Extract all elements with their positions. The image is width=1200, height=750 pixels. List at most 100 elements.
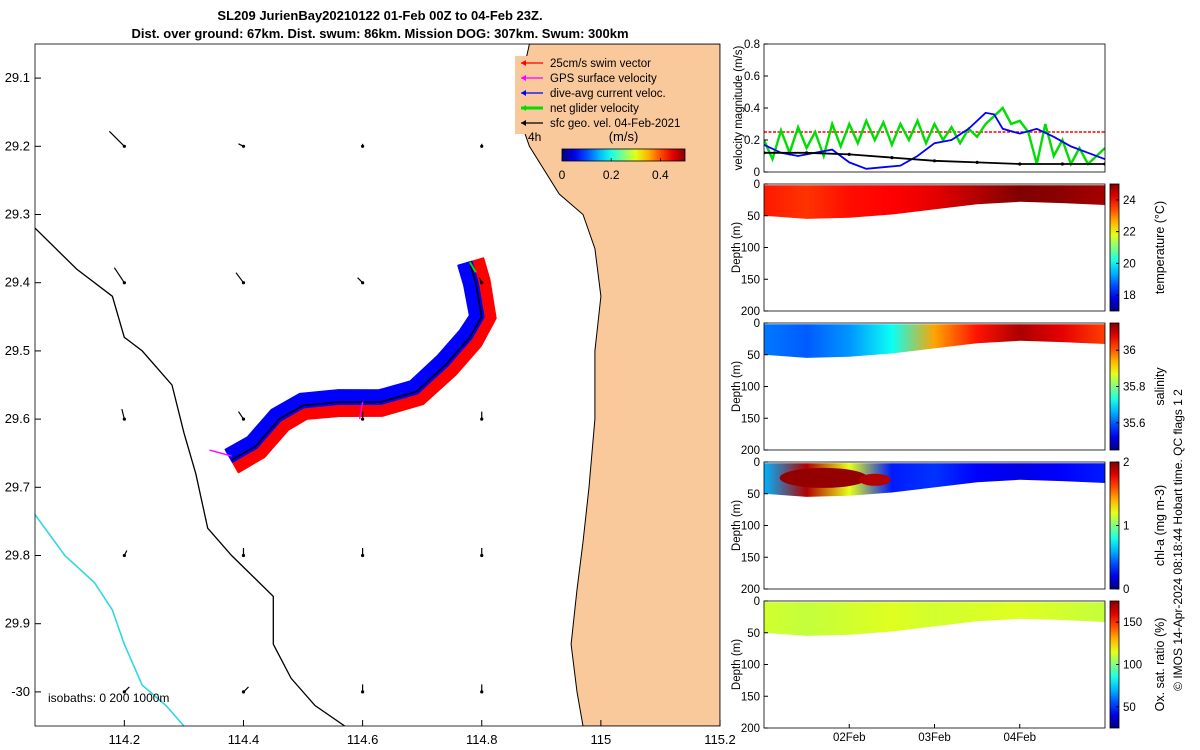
velocity-series-marker: [975, 160, 979, 164]
legend-arrowhead: [521, 120, 526, 126]
isobath-label: isobaths: 0 200 1000m: [48, 691, 169, 705]
map-plot-area: 25cm/s swim vector GPS surface velocity di…: [35, 44, 720, 726]
section-y-tick-label: 50: [747, 489, 760, 501]
isobath-200m-line: [35, 227, 346, 726]
section-y-tick-label: 150: [741, 691, 760, 703]
legend-arrowhead: [521, 75, 526, 81]
surface-velocity-arrowhead: [480, 690, 484, 694]
map-x-tick-label: 115: [591, 732, 612, 747]
legend-arrowhead: [521, 90, 526, 96]
map-legend-box: [515, 56, 718, 134]
legend-label: 25cm/s swim vector: [550, 58, 651, 70]
surface-velocity-arrowhead: [480, 417, 484, 421]
section-colorbar-label: chl-a (mg m-3): [1153, 485, 1167, 566]
section-colorbar-label: Ox. sat. ratio (%): [1153, 618, 1167, 712]
section-y-tick-label: 150: [741, 413, 760, 425]
section-data-fill: [764, 324, 1105, 358]
map-x-tick-label: 114.8: [466, 732, 498, 747]
section-colorbar-tick-label: 36: [1123, 345, 1136, 357]
chl-a-maximum-patch: [858, 473, 891, 486]
section-colorbar-tick-label: 18: [1123, 290, 1136, 302]
legend-arrowhead: [521, 60, 526, 66]
speed-colorbar-tick-label: 0: [559, 168, 566, 182]
land-polygon: [517, 44, 720, 726]
velocity-series-marker: [847, 152, 851, 156]
section-data-fill: [764, 602, 1105, 636]
section-y-tick-label: 200: [741, 306, 760, 318]
map-x-tick-label: 115.2: [704, 732, 736, 747]
legend-label: dive-avg current veloc.: [550, 88, 666, 100]
net-glider-velocity-arrow: [468, 261, 477, 273]
section-colorbar-tick-label: 100: [1123, 660, 1142, 672]
map-y-tick-label: 29.3: [5, 207, 30, 222]
map-x-tick-label: 114.4: [228, 732, 260, 747]
dive-avg-current-swath: [224, 260, 485, 463]
velocity-y-tick-label: 0: [754, 167, 760, 179]
section-y-tick-label: 150: [741, 552, 760, 564]
section-y-tick-label: 150: [741, 274, 760, 286]
map-axes-frame: [34, 43, 721, 727]
surface-velocity-arrowhead: [241, 281, 246, 285]
map-y-tick-label: 29.6: [5, 411, 30, 426]
velocity-series-marker: [805, 151, 809, 155]
surface-velocity-arrow: [113, 267, 125, 284]
map-y-tick-label: 29.1: [5, 70, 30, 85]
section-y-tick-label: 200: [741, 445, 760, 457]
chl-a-maximum-patch: [779, 467, 868, 488]
section-y-axis-label: Depth (m): [731, 639, 743, 690]
map-y-tick-label: 29.2: [5, 138, 30, 153]
section-y-tick-label: 0: [754, 596, 760, 608]
section-colorbar-tick-label: 2: [1123, 457, 1129, 469]
figure-title-line2: Dist. over ground: 67km. Dist. swum: 86k…: [131, 26, 629, 41]
section-y-tick-label: 100: [741, 243, 760, 255]
surface-velocity-arrowhead: [361, 417, 365, 421]
map-time-label: 4h: [528, 130, 541, 144]
section-y-tick-label: 200: [741, 584, 760, 596]
section-y-axis-label: Depth (m): [731, 500, 743, 551]
legend-label: net glider velocity: [550, 103, 639, 115]
section-colorbar-tick-label: 150: [1123, 617, 1142, 629]
map-x-tick-label: 114.2: [109, 732, 141, 747]
speed-colorbar: [561, 148, 686, 162]
section-colorbar-tick-label: 35.6: [1123, 418, 1145, 430]
surface-velocity-arrowhead: [241, 144, 246, 148]
section-y-tick-label: 100: [741, 521, 760, 533]
section-colorbar-tick-label: 1: [1123, 521, 1129, 533]
surface-velocity-arrowhead: [122, 417, 126, 421]
section-y-tick-label: 100: [741, 660, 760, 672]
surface-velocity-arrowhead: [241, 690, 246, 694]
speed-colorbar-tick-label: 0.4: [652, 168, 669, 182]
map-y-tick-label: -30: [11, 684, 30, 699]
surface-velocity-arrowhead: [122, 553, 126, 558]
surface-velocity-arrowhead: [361, 553, 365, 558]
section-colorbar-label: temperature (°C): [1153, 201, 1167, 294]
imos-credit-text: © IMOS 14-Apr-2024 08:18:44 Hobart time.…: [1171, 389, 1185, 691]
velocity-series-marker: [932, 159, 937, 163]
section-y-axis-label: Depth (m): [731, 361, 743, 412]
surface-velocity-arrow: [235, 272, 244, 284]
section-colorbar-tick-label: 22: [1123, 227, 1136, 239]
surface-velocity-arrowhead: [361, 690, 365, 694]
section-colorbar-tick-label: 24: [1123, 195, 1136, 207]
velocity-series-line: [764, 111, 1105, 170]
gps-velocity-arrow: [209, 449, 232, 457]
section-y-tick-label: 100: [741, 382, 760, 394]
isobath-1000m-line: [35, 514, 185, 726]
legend-label: GPS surface velocity: [550, 73, 657, 85]
gps-velocity-arrow: [358, 401, 364, 420]
section-colorbar: [1109, 183, 1120, 312]
surface-velocity-arrow: [121, 408, 125, 420]
surface-velocity-arrowhead: [480, 281, 484, 285]
velocity-plot-area: [764, 106, 1105, 170]
glider-track-line: [231, 261, 483, 461]
section-colorbar-label: salinity: [1153, 367, 1167, 406]
section-colorbar-tick-label: 0: [1123, 584, 1129, 596]
speed-colorbar-label: (m/s): [609, 129, 639, 144]
map-y-tick-label: 29.8: [5, 548, 30, 563]
section-y-tick-label: 0: [754, 318, 760, 330]
swim-vector-swath: [228, 257, 497, 474]
section-colorbar-tick-label: 50: [1123, 702, 1136, 714]
velocity-y-tick-label: 0.4: [744, 103, 761, 115]
